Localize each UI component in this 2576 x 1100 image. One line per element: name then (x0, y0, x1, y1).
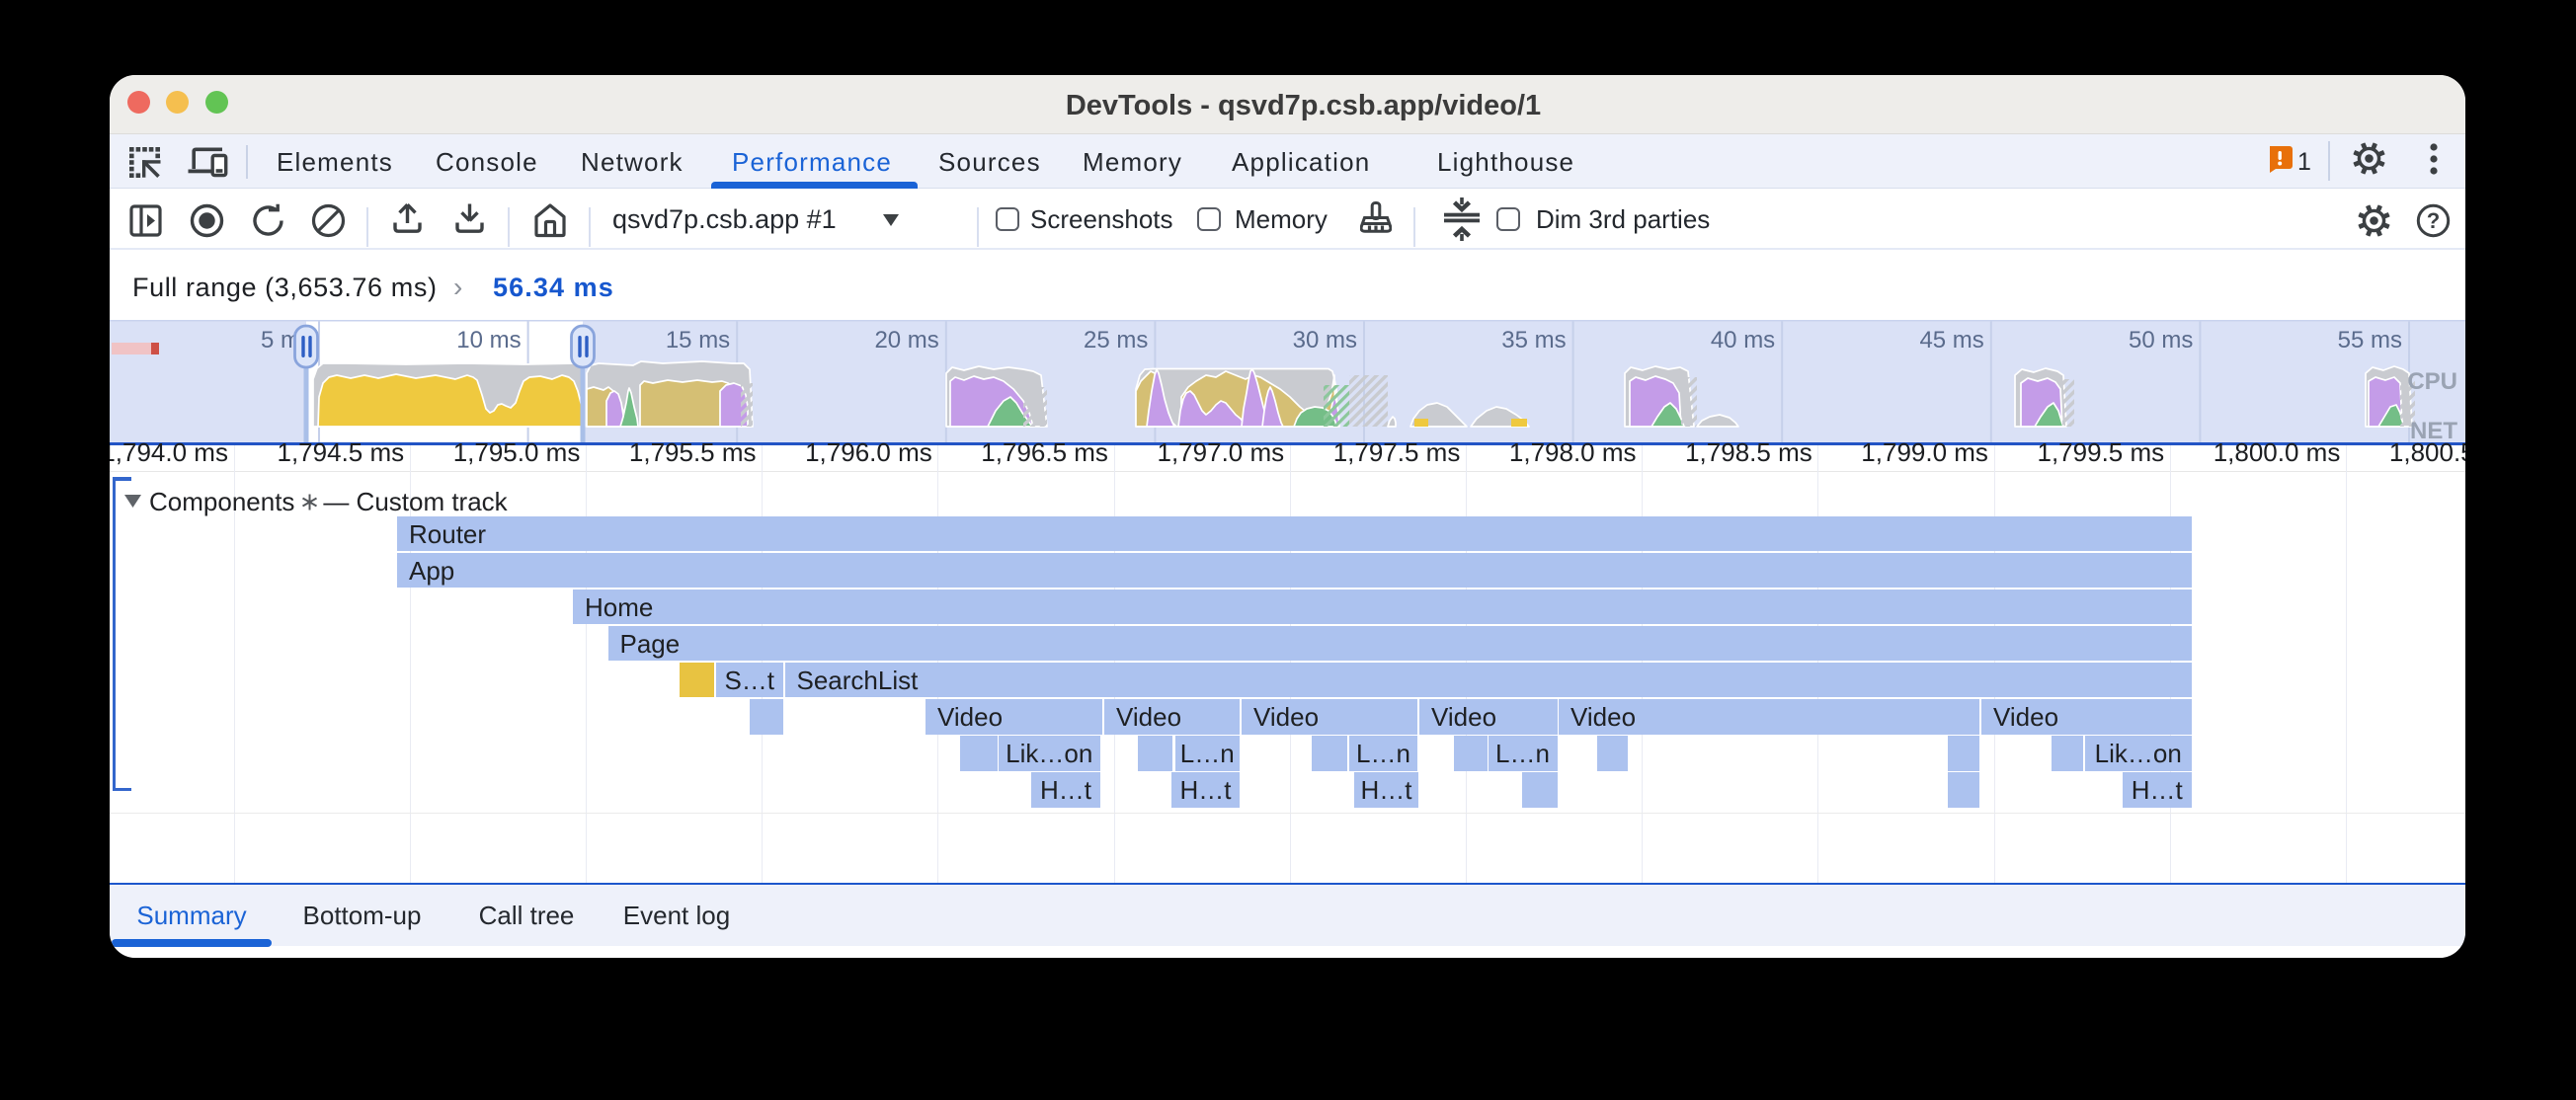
svg-text:55 ms: 55 ms (2338, 327, 2402, 354)
svg-text:25 ms: 25 ms (1084, 327, 1148, 354)
svg-text:35 ms: 35 ms (1501, 327, 1566, 354)
svg-text:CPU: CPU (2407, 368, 2457, 395)
svg-text:30 ms: 30 ms (1293, 327, 1357, 354)
svg-text:50 ms: 50 ms (2129, 327, 2193, 354)
svg-text:NET: NET (2410, 418, 2457, 442)
svg-text:45 ms: 45 ms (1919, 327, 1983, 354)
svg-text:20 ms: 20 ms (874, 327, 938, 354)
svg-text:?: ? (2427, 208, 2440, 233)
svg-text:10 ms: 10 ms (456, 327, 521, 354)
svg-text:15 ms: 15 ms (666, 327, 730, 354)
svg-text:40 ms: 40 ms (1711, 327, 1775, 354)
